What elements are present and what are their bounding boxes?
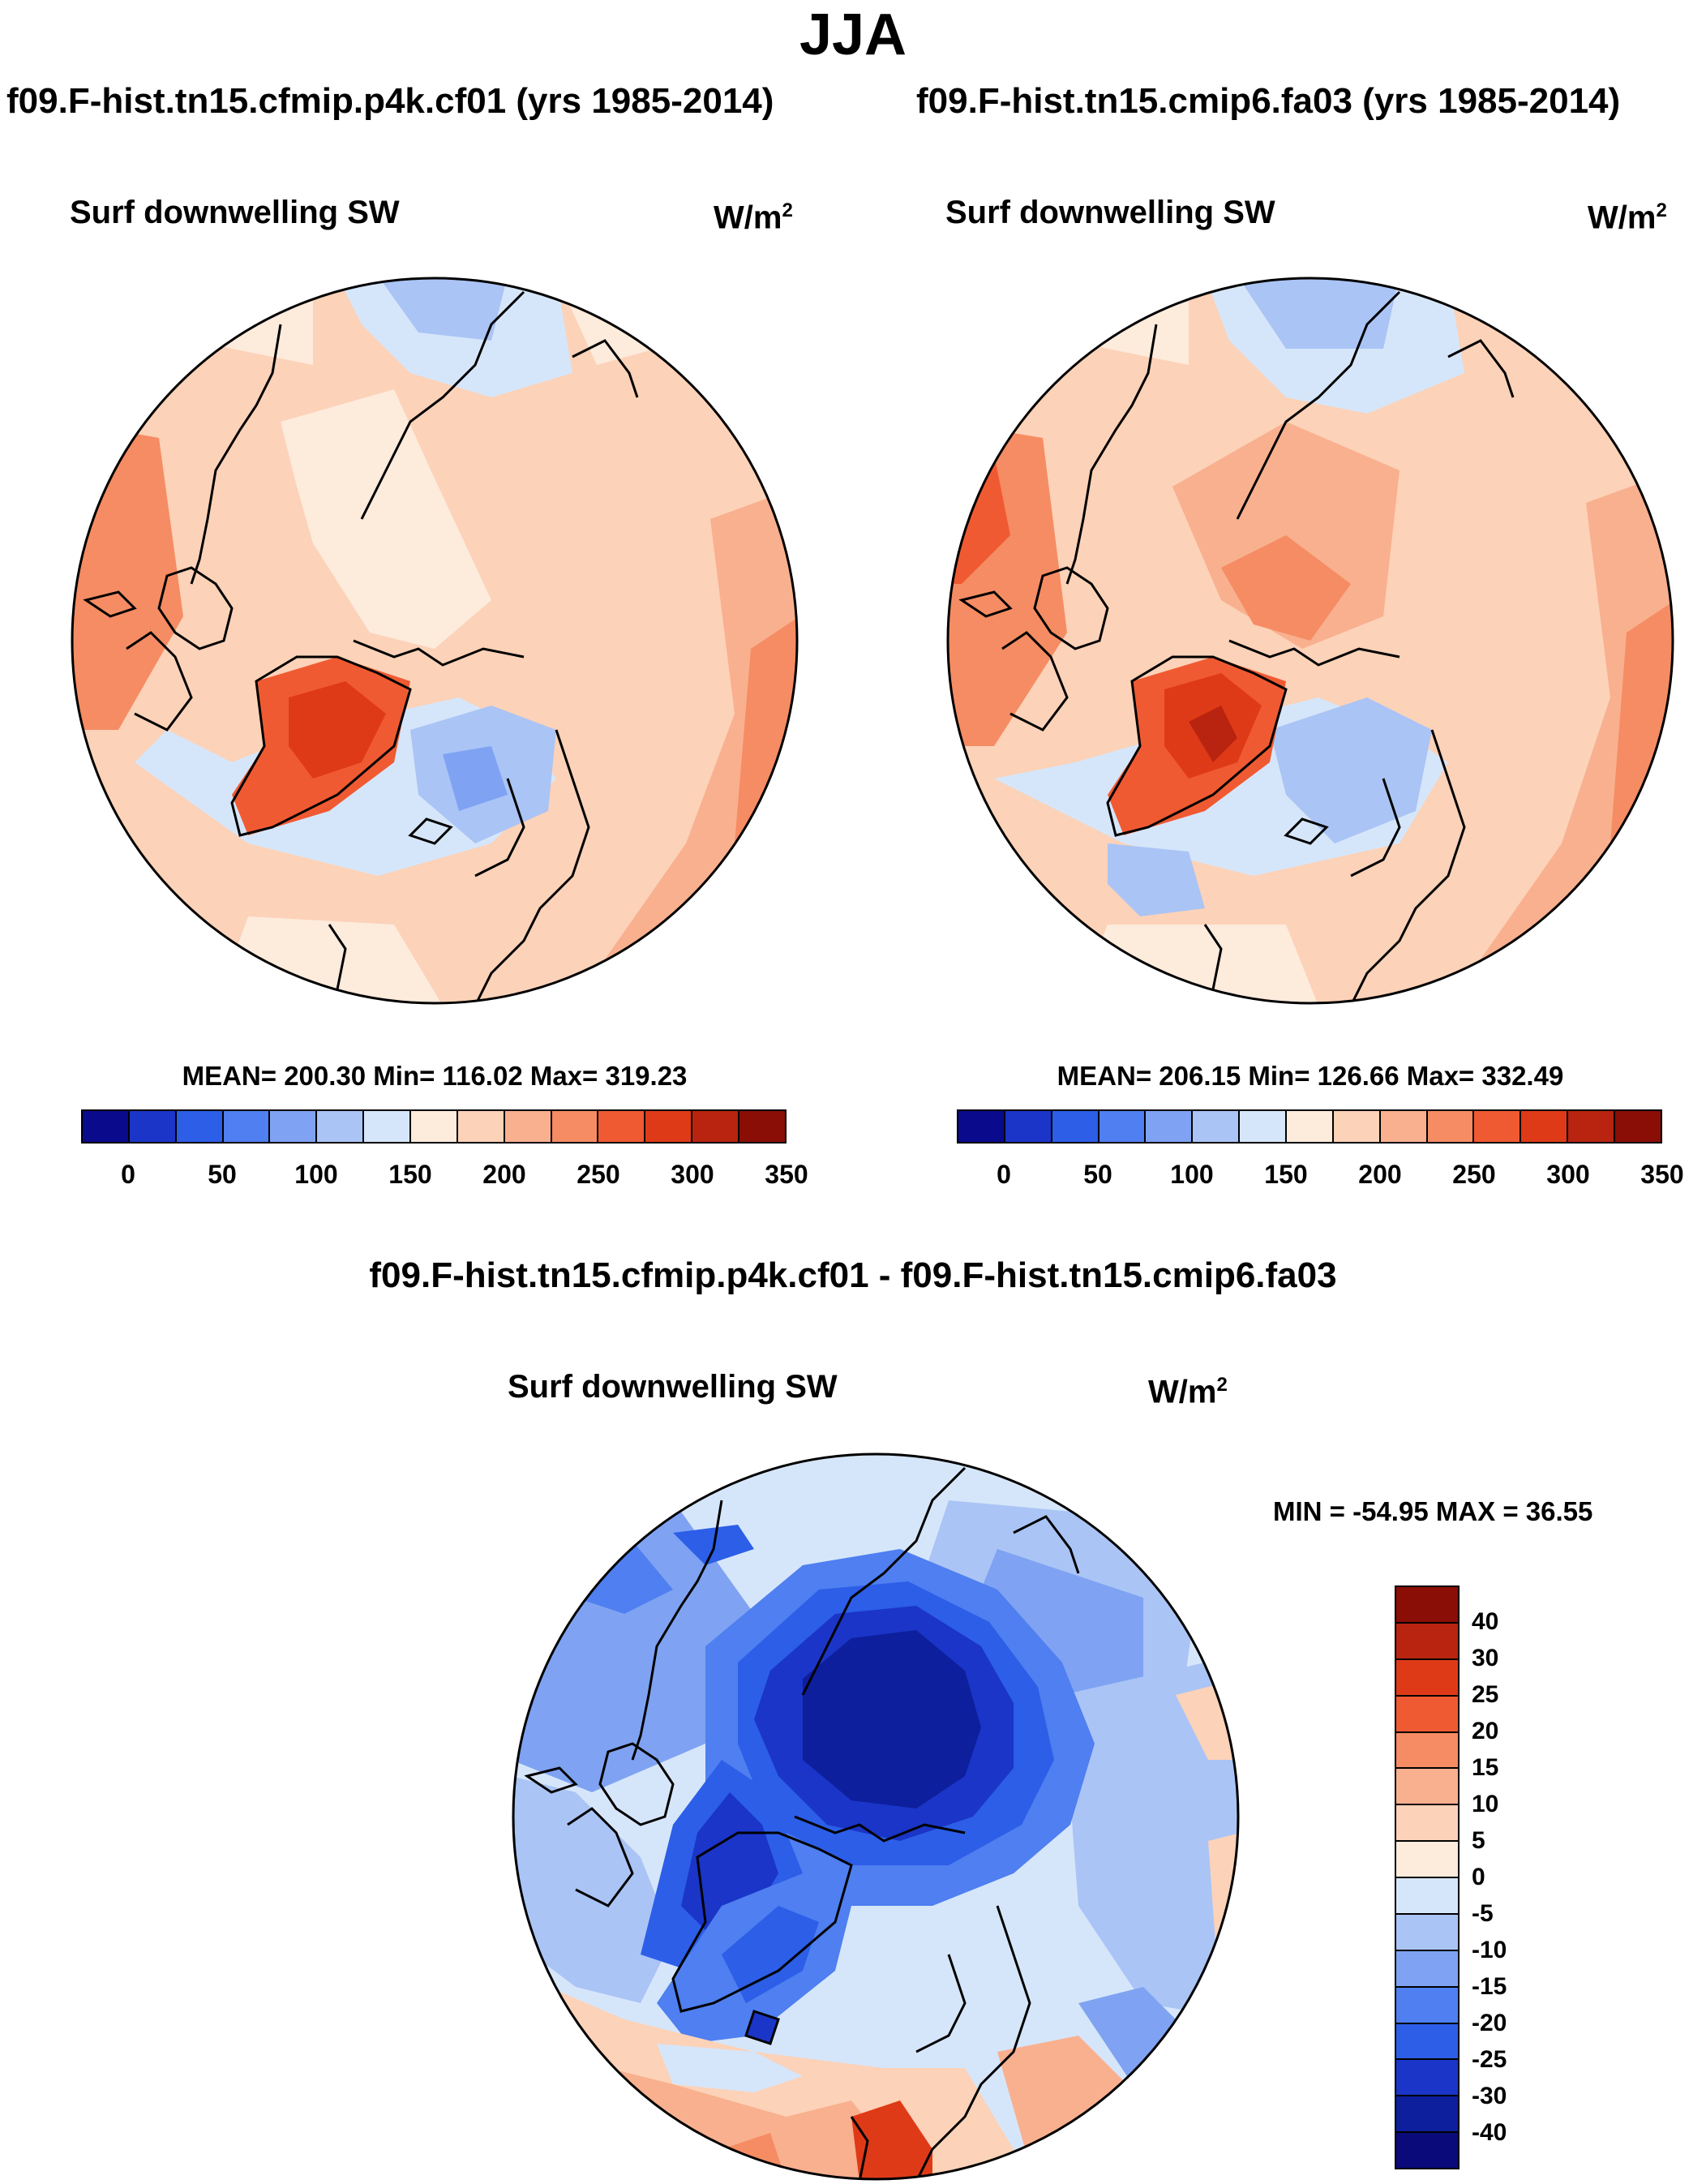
colorbar-tick-label: 300 <box>1546 1160 1590 1189</box>
colorbar-tick-label: 150 <box>1264 1160 1308 1189</box>
colorbar-swatch <box>645 1111 693 1142</box>
colorbar-swatch <box>1427 1111 1475 1142</box>
colorbar-swatch <box>1240 1111 1288 1142</box>
colorbar-swatch <box>1568 1111 1616 1142</box>
colorbar-tick-label: 350 <box>1640 1160 1684 1189</box>
colorbar-tick-label: 0 <box>1472 1864 1485 1890</box>
colorbar-swatch <box>411 1111 458 1142</box>
colorbar-tick-label: -5 <box>1472 1900 1494 1927</box>
diff-stats: MIN = -54.95 MAX = 36.55 <box>1273 1496 1593 1526</box>
colorbar-swatch <box>1396 1696 1458 1733</box>
colorbar-swatch <box>958 1111 1005 1142</box>
diff-units: W/m2 <box>1148 1374 1228 1410</box>
colorbar-swatch <box>1396 2133 1458 2168</box>
panel1-variable-label: Surf downwelling SW <box>70 195 400 230</box>
panel1-stats: MEAN= 200.30 Min= 116.02 Max= 319.23 <box>182 1061 688 1091</box>
colorbar-swatch <box>598 1111 646 1142</box>
colorbar-swatch <box>1396 1950 1458 1988</box>
colorbar-swatch <box>1474 1111 1522 1142</box>
colorbar-swatch <box>223 1111 271 1142</box>
colorbar-swatch <box>1052 1111 1099 1142</box>
colorbar-swatch <box>1396 1769 1458 1806</box>
colorbar-swatch <box>176 1111 224 1142</box>
colorbar-swatch <box>1193 1111 1241 1142</box>
colorbar-swatch <box>270 1111 318 1142</box>
colorbar-swatch <box>1396 1623 1458 1660</box>
colorbar-swatch <box>1396 2060 1458 2097</box>
panel2-stats: MEAN= 206.15 Min= 126.66 Max= 332.49 <box>1057 1061 1564 1091</box>
colorbar-swatch <box>551 1111 599 1142</box>
panel1-units: W/m2 <box>714 200 793 236</box>
colorbar-swatch <box>317 1111 365 1142</box>
colorbar-swatch <box>692 1111 740 1142</box>
panel2-case-title: f09.F-hist.tn15.cmip6.fa03 (yrs 1985-201… <box>916 81 1621 121</box>
colorbar-tick-label: -10 <box>1472 1937 1507 1963</box>
colorbar-tick-label: 40 <box>1472 1608 1499 1635</box>
colorbar-swatch <box>1396 1987 1458 2024</box>
colorbar-tick-label: -30 <box>1472 2083 1507 2109</box>
colorbar-tick-label: -15 <box>1472 1973 1507 2000</box>
colorbar-swatch <box>739 1111 785 1142</box>
colorbar-tick-label: -40 <box>1472 2119 1507 2146</box>
colorbar-tick-label: 150 <box>388 1160 432 1189</box>
colorbar-swatch <box>129 1111 177 1142</box>
colorbar-tick-label: -25 <box>1472 2046 1507 2073</box>
diff-title: f09.F-hist.tn15.cfmip.p4k.cf01 - f09.F-h… <box>369 1255 1337 1295</box>
colorbar-swatch <box>83 1111 130 1142</box>
colorbar-tick-label: 100 <box>294 1160 338 1189</box>
colorbar-swatch <box>457 1111 505 1142</box>
diff-polar-map <box>512 1452 1240 2181</box>
colorbar-tick-label: 200 <box>1358 1160 1402 1189</box>
colorbar-tick-label: 250 <box>577 1160 620 1189</box>
colorbar-tick-label: 5 <box>1472 1827 1485 1854</box>
colorbar-swatch <box>1396 1842 1458 1878</box>
colorbar-tick-label: -20 <box>1472 2010 1507 2036</box>
colorbar-tick-label: 200 <box>482 1160 526 1189</box>
diff-colorbar <box>1395 1585 1460 2169</box>
panel2-variable-label: Surf downwelling SW <box>945 195 1275 230</box>
colorbar-tick-label: 50 <box>1083 1160 1112 1189</box>
diff-variable-label: Surf downwelling SW <box>508 1369 838 1405</box>
colorbar-swatch <box>1099 1111 1147 1142</box>
colorbar-swatch <box>1287 1111 1334 1142</box>
panel1-polar-map <box>71 277 799 1005</box>
colorbar-swatch <box>1005 1111 1052 1142</box>
colorbar-tick-label: 350 <box>765 1160 808 1189</box>
panel2-polar-map <box>946 277 1674 1005</box>
panel2-colorbar <box>957 1109 1662 1143</box>
colorbar-swatch <box>1380 1111 1428 1142</box>
colorbar-swatch <box>364 1111 412 1142</box>
colorbar-swatch <box>1396 1805 1458 1843</box>
colorbar-tick-label: 100 <box>1170 1160 1214 1189</box>
colorbar-tick-label: 0 <box>997 1160 1011 1189</box>
colorbar-tick-label: 15 <box>1472 1754 1499 1781</box>
colorbar-swatch <box>1333 1111 1381 1142</box>
colorbar-swatch <box>1396 1732 1458 1770</box>
colorbar-tick-label: 300 <box>671 1160 714 1189</box>
colorbar-swatch <box>1615 1111 1661 1142</box>
colorbar-swatch <box>1396 1587 1458 1624</box>
colorbar-swatch <box>1396 2096 1458 2134</box>
colorbar-swatch <box>1396 1914 1458 1951</box>
colorbar-tick-label: 25 <box>1472 1681 1499 1708</box>
colorbar-swatch <box>1521 1111 1569 1142</box>
page-title: JJA <box>799 2 907 67</box>
panel2-units: W/m2 <box>1588 200 1667 236</box>
colorbar-tick-label: 10 <box>1472 1791 1499 1817</box>
colorbar-swatch <box>1396 1659 1458 1697</box>
colorbar-swatch <box>1146 1111 1194 1142</box>
colorbar-swatch <box>1396 1878 1458 1915</box>
colorbar-tick-label: 30 <box>1472 1645 1499 1671</box>
colorbar-tick-label: 20 <box>1472 1718 1499 1744</box>
colorbar-swatch <box>1396 2023 1458 2061</box>
colorbar-tick-label: 250 <box>1452 1160 1496 1189</box>
colorbar-tick-label: 0 <box>121 1160 135 1189</box>
panel1-case-title: f09.F-hist.tn15.cfmip.p4k.cf01 (yrs 1985… <box>6 81 774 121</box>
colorbar-swatch <box>504 1111 552 1142</box>
panel1-colorbar <box>81 1109 787 1143</box>
colorbar-tick-label: 50 <box>208 1160 237 1189</box>
